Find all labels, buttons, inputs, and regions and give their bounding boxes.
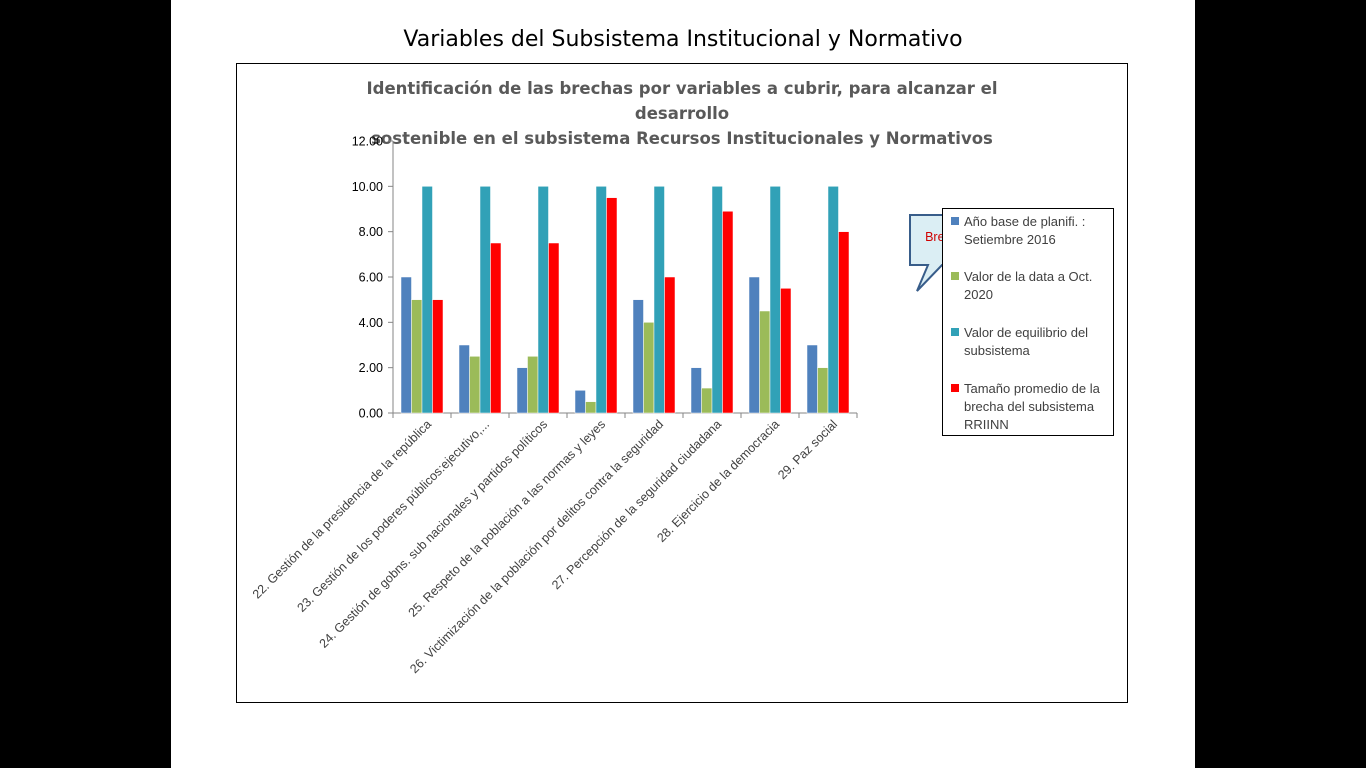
bar <box>817 367 829 414</box>
y-tick-label: 12.00 <box>352 135 383 149</box>
legend-swatch <box>951 217 959 225</box>
legend-label-line: Tamaño promedio de la <box>964 381 1100 396</box>
chart-title-line: sostenible en el subsistema Recursos Ins… <box>371 129 993 148</box>
bar <box>748 276 760 414</box>
chart-title-line: Identificación de las brechas por variab… <box>366 79 998 123</box>
bar <box>838 231 850 414</box>
bar <box>759 310 771 414</box>
legend-label-line: Valor de equilibrio del <box>964 325 1089 340</box>
x-tick-label: 24. Gestión de gobns. sub nacionales y p… <box>317 417 550 650</box>
bar <box>421 186 433 414</box>
legend-swatch <box>951 384 959 392</box>
bar <box>606 197 618 414</box>
legend-label: Año base de planifi. : Setiembre 2016 <box>964 213 1112 249</box>
y-tick-label: 0.00 <box>359 407 383 421</box>
bar <box>469 356 481 414</box>
bar <box>711 186 723 414</box>
legend-label-line: subsistema <box>964 343 1030 358</box>
chart-title: Identificación de las brechas por variab… <box>337 76 1027 151</box>
bar <box>722 211 734 414</box>
legend-label-line: Año base de planifi. : <box>964 214 1086 229</box>
legend-label-line: Valor de la data a Oct. <box>964 269 1093 284</box>
y-tick-label: 2.00 <box>359 361 383 375</box>
bar <box>490 242 502 414</box>
x-tick-label: 25. Respeto de la población a las normas… <box>406 417 609 620</box>
bar <box>537 186 549 414</box>
bar <box>479 186 491 414</box>
bar <box>458 344 470 414</box>
legend-label: Valor de equilibrio del subsistema <box>964 324 1112 360</box>
bar <box>516 367 528 414</box>
bar <box>643 322 655 414</box>
bar <box>411 299 423 414</box>
slide: Variables del Subsistema Institucional y… <box>171 0 1195 768</box>
bar <box>400 276 412 414</box>
bar <box>632 299 644 414</box>
y-tick-label: 10.00 <box>352 180 383 194</box>
bar <box>548 242 560 414</box>
legend-label-line: Setiembre 2016 <box>964 232 1056 247</box>
legend-label: Tamaño promedio de la brecha del subsist… <box>964 380 1112 434</box>
bar <box>780 288 792 414</box>
y-tick-label: 4.00 <box>359 316 383 330</box>
bar <box>653 186 665 414</box>
legend-swatch <box>951 272 959 280</box>
bar <box>690 367 702 414</box>
chart-container: Identificación de las brechas por variab… <box>236 63 1128 703</box>
bar <box>806 344 818 414</box>
bar <box>432 299 444 414</box>
y-tick-label: 6.00 <box>359 271 383 285</box>
bar <box>769 186 781 414</box>
y-tick-label: 8.00 <box>359 225 383 239</box>
x-tick-label: 28. Ejercicio de la democracia <box>654 417 782 545</box>
chart-legend: Año base de planifi. : Setiembre 2016 Va… <box>942 208 1114 436</box>
bar <box>574 390 586 414</box>
bar <box>701 387 713 414</box>
bar <box>827 186 839 414</box>
bar <box>585 401 597 414</box>
legend-label-line: RRIINN <box>964 417 1009 432</box>
bar <box>664 276 676 414</box>
legend-label-line: brecha del subsistema <box>964 399 1095 414</box>
legend-label-line: 2020 <box>964 287 993 302</box>
x-tick-label: 29. Paz social <box>775 417 840 482</box>
slide-title: Variables del Subsistema Institucional y… <box>403 27 963 52</box>
bar <box>595 186 607 414</box>
legend-label: Valor de la data a Oct. 2020 <box>964 268 1112 304</box>
bar <box>527 356 539 414</box>
legend-swatch <box>951 328 959 336</box>
